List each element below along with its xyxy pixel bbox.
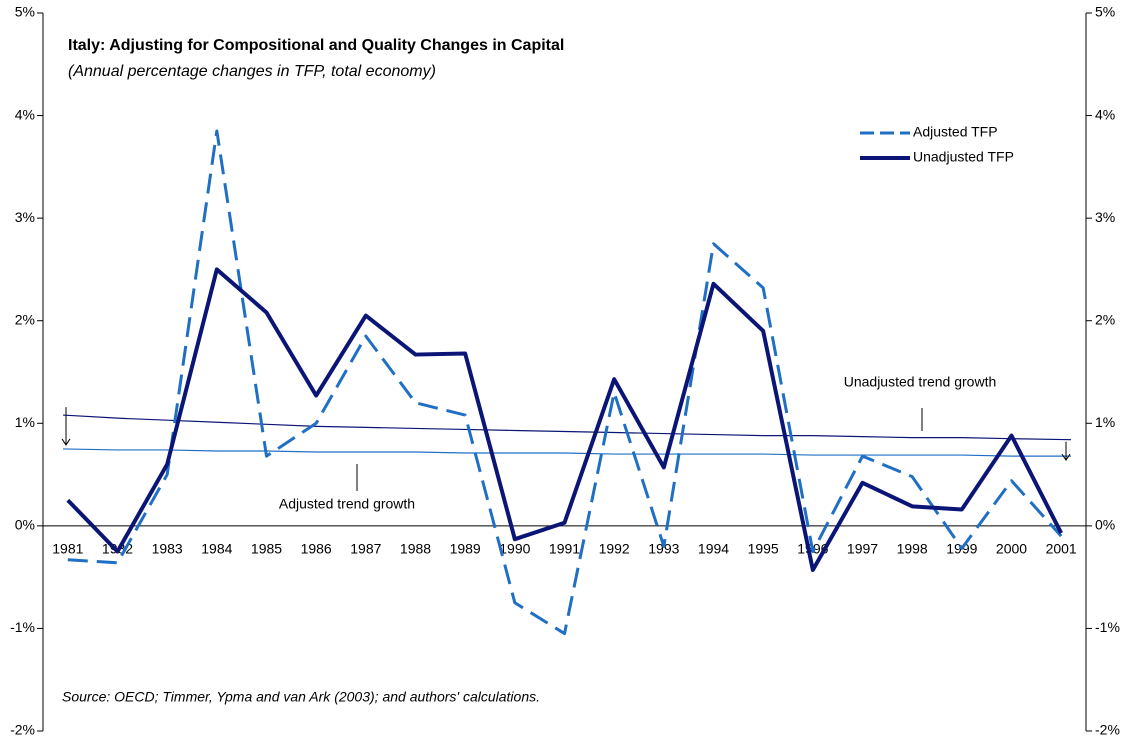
chart-title: Italy: Adjusting for Compositional and Q… xyxy=(68,37,564,54)
arrow-head xyxy=(61,438,71,446)
x-tick-label: 1991 xyxy=(549,541,580,557)
y-tick-label: 5% xyxy=(15,4,35,20)
trend-line xyxy=(62,448,1071,457)
chart-subtitle: (Annual percentage changes in TFP, total… xyxy=(68,63,436,80)
legend-label: Unadjusted TFP xyxy=(913,149,1014,165)
x-tick-label: 1990 xyxy=(499,541,530,557)
y-tick-label: 0% xyxy=(15,517,35,533)
x-tick-label: 1993 xyxy=(648,541,679,557)
x-tick-label: 1998 xyxy=(897,541,928,557)
trend-label: Unadjusted trend growth xyxy=(844,374,997,390)
legend-label: Adjusted TFP xyxy=(913,124,998,140)
x-tick-label: 1992 xyxy=(599,541,630,557)
y2-tick-label: 3% xyxy=(1095,209,1115,225)
y-tick-label: -2% xyxy=(10,722,35,738)
x-tick-label: 1988 xyxy=(400,541,431,557)
x-tick-label: 1995 xyxy=(748,541,779,557)
y2-tick-label: 1% xyxy=(1095,414,1115,430)
y2-tick-label: 0% xyxy=(1095,517,1115,533)
y-tick-label: 4% xyxy=(15,106,35,122)
y2-tick-label: 4% xyxy=(1095,106,1115,122)
x-tick-label: 1997 xyxy=(847,541,878,557)
y2-tick-label: -1% xyxy=(1095,619,1120,635)
y-tick-label: 1% xyxy=(15,414,35,430)
x-tick-label: 1987 xyxy=(350,541,381,557)
arrow-head xyxy=(1061,453,1071,462)
x-tick-label: 1983 xyxy=(152,541,183,557)
y2-tick-label: 5% xyxy=(1095,4,1115,20)
x-tick-label: 1986 xyxy=(301,541,332,557)
y-tick-label: 3% xyxy=(15,209,35,225)
y2-tick-label: 2% xyxy=(1095,311,1115,327)
x-tick-label: 2001 xyxy=(1046,541,1077,557)
x-tick-label: 2000 xyxy=(996,541,1027,557)
trend-label: Adjusted trend growth xyxy=(279,496,415,512)
series-line xyxy=(66,267,1063,572)
x-tick-label: 1989 xyxy=(450,541,481,557)
x-tick-label: 1985 xyxy=(251,541,282,557)
x-tick-label: 1984 xyxy=(201,541,232,557)
x-tick-label: 1994 xyxy=(698,541,729,557)
x-tick-label: 1981 xyxy=(52,541,83,557)
source-note: Source: OECD; Timmer, Ypma and van Ark (… xyxy=(62,689,540,705)
y-tick-label: 2% xyxy=(15,311,35,327)
trend-line xyxy=(62,414,1072,441)
series-line xyxy=(67,129,1063,636)
y-tick-label: -1% xyxy=(10,619,35,635)
y2-tick-label: -2% xyxy=(1095,722,1120,738)
